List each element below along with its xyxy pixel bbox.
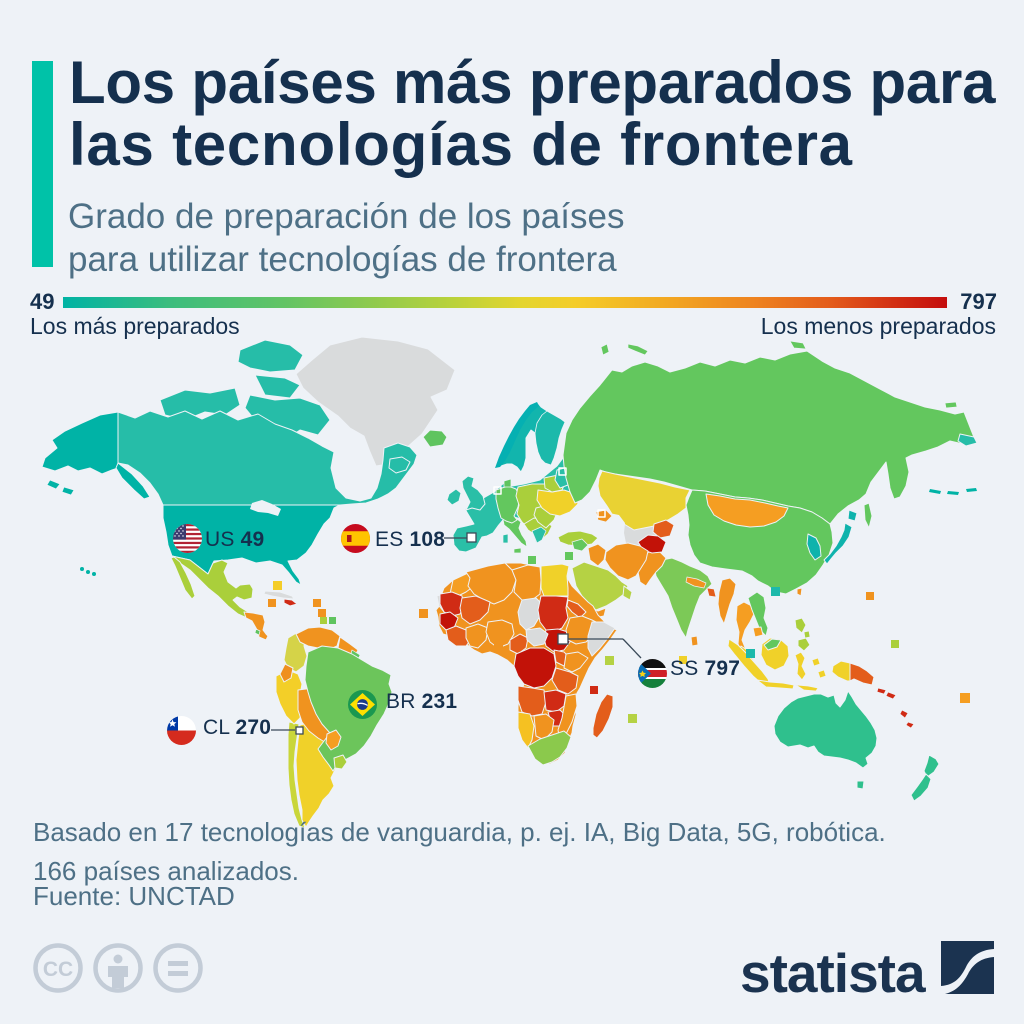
svg-text:CC: CC (43, 958, 73, 981)
